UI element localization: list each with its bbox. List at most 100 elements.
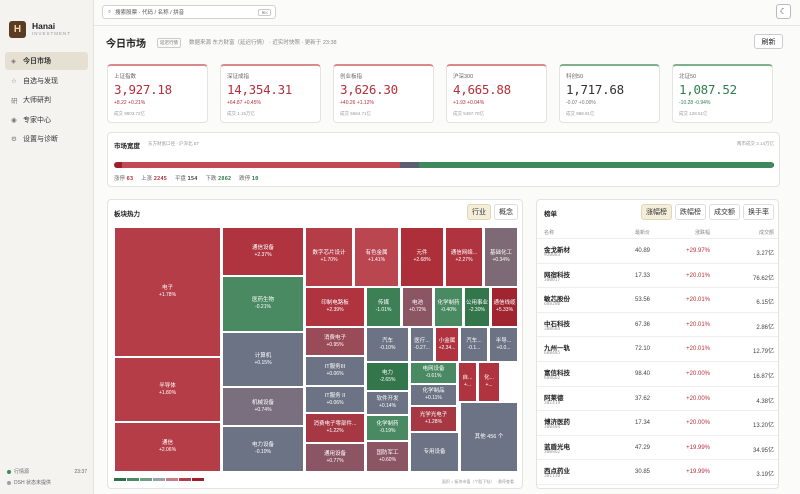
sector-tile[interactable]: 电池 +0.72%	[402, 287, 433, 327]
stock-amount: 3.19亿	[756, 472, 774, 479]
breadth-bar	[114, 162, 774, 168]
sector-tile[interactable]: 汽车 -0.10%	[366, 327, 409, 362]
table-row[interactable]: 金戈新材 920083 40.89 +29.97% 3.27亿	[537, 240, 778, 264]
sidebar-item-4[interactable]: ⚙ 设置与诊断	[5, 130, 88, 148]
sector-tile[interactable]: 半导体 +1.80%	[114, 357, 221, 422]
limit-up-count: 63	[126, 176, 134, 182]
sector-tile[interactable]: 化... +...	[478, 362, 500, 402]
sector-tile[interactable]: 医疗... -0.27...	[410, 327, 434, 362]
sector-name: 汽车	[381, 337, 393, 344]
tab-rank-3[interactable]: 换手率	[743, 204, 774, 220]
sector-tile[interactable]: 通信网络... +2.27%	[445, 227, 483, 287]
sector-tile[interactable]: 自... +...	[458, 362, 477, 402]
table-row[interactable]: 网宿科技 300017 17.33 +20.01% 76.62亿	[537, 265, 778, 289]
index-volume: 成交 5497.70亿	[453, 111, 485, 116]
sector-tile[interactable]: 汽车... -0.1...	[460, 327, 488, 362]
index-card[interactable]: 北证50 1,087.52 -10.28 -0.94% 成交 128.51亿	[672, 64, 773, 123]
down-count: 2862	[218, 176, 232, 182]
sidebar-item-0[interactable]: ◈ 今日市场	[5, 52, 88, 70]
table-row[interactable]: 博济医药 300404 17.34 +20.00% 13.20亿	[537, 412, 778, 436]
sector-tile[interactable]: 光学光电子 +1.28%	[410, 406, 457, 432]
stock-code: 300017	[544, 277, 561, 283]
index-card[interactable]: 深证成指 14,354.31 +64.87 +0.45% 成交 1.15万亿	[220, 64, 321, 123]
stock-change: +20.01%	[686, 297, 710, 304]
sector-tile[interactable]: 半导... +0.0...	[489, 327, 518, 362]
main-content: 今日市场 延迟行情 数据来源 东方财富（延迟行情） · 近实时快照 · 更新于 …	[94, 26, 800, 494]
sector-tile[interactable]: 电子 +1.78%	[114, 227, 221, 357]
tab-sector-1[interactable]: 概念	[494, 204, 518, 220]
sector-tile[interactable]: 元件 +2.68%	[400, 227, 444, 287]
theme-toggle-button[interactable]: ☾	[776, 4, 791, 19]
sector-tile[interactable]: IT服务 II +0.06%	[305, 386, 365, 413]
table-row[interactable]: 九州一轨 688485 72.10 +20.01% 12.79亿	[537, 338, 778, 362]
sector-tile[interactable]: 医药生物 -0.21%	[222, 276, 304, 332]
sector-tile[interactable]: 印制电路板 +2.39%	[305, 287, 365, 327]
sector-tile[interactable]: 专用设备	[410, 432, 459, 472]
table-row[interactable]: 蓝盾光电 300862 47.29 +19.99% 34.95亿	[537, 437, 778, 461]
sector-tile[interactable]: 国防军工 +0.60%	[366, 441, 409, 472]
sector-name: 电子	[161, 285, 173, 292]
sector-tile[interactable]: 传媒 -1.01%	[366, 287, 401, 327]
stock-change: +20.01%	[686, 272, 710, 279]
index-name: 沪深300	[453, 74, 474, 80]
sector-tile[interactable]: 化学制药 -0.40%	[434, 287, 463, 327]
tab-rank-1[interactable]: 跌幅榜	[675, 204, 706, 220]
tab-rank-2[interactable]: 成交额	[709, 204, 740, 220]
status-feed-label: 行情源	[14, 469, 30, 475]
sector-tile[interactable]: 计算机 +0.15%	[222, 332, 304, 387]
sector-tile[interactable]: 电网设备 -0.61%	[410, 362, 457, 384]
sector-tile[interactable]: 数字芯片设计 +1.70%	[305, 227, 353, 287]
sidebar-item-2[interactable]: 研大师研判	[5, 91, 88, 109]
sector-name: 化...	[483, 375, 495, 382]
sector-tile[interactable]: IT服务III +0.06%	[305, 356, 365, 386]
sector-tile[interactable]: 软件开发 +0.14%	[366, 391, 409, 415]
sector-tile[interactable]: 消费电子 +0.95%	[305, 327, 365, 356]
index-card[interactable]: 科创50 1,717.68 -0.07 +0.00% 成交 988.91亿	[559, 64, 660, 123]
stock-amount: 6.15亿	[756, 300, 774, 307]
index-card[interactable]: 创业板指 3,626.30 +40.26 +1.12% 成交 5564.71亿	[333, 64, 434, 123]
sidebar-item-label: 今日市场	[23, 58, 51, 65]
table-row[interactable]: 敏芯股份 688286 53.56 +20.01% 6.15亿	[537, 289, 778, 313]
sector-tile[interactable]: 机械设备 +0.74%	[222, 387, 304, 426]
tab-sector-0[interactable]: 行业	[467, 204, 491, 220]
sector-tile[interactable]: 公用事业 -2.30%	[464, 287, 490, 327]
sector-tile[interactable]: 通信 +2.06%	[114, 422, 221, 472]
tab-rank-0[interactable]: 涨幅榜	[641, 204, 672, 220]
sector-tile[interactable]: 电力 -2.65%	[366, 362, 409, 391]
sector-name: 计算机	[254, 352, 272, 359]
sector-tile[interactable]: 有色金属 +1.41%	[354, 227, 399, 287]
sector-change: +5.33%	[495, 307, 514, 314]
brand[interactable]: H Hanai INVESTMENT	[9, 21, 71, 38]
sector-name: 传媒	[377, 300, 389, 307]
limit-up-stat: 涨停 63	[114, 174, 133, 182]
refresh-button[interactable]: 刷新	[754, 34, 783, 49]
sidebar-item-3[interactable]: ◉ 专家中心	[5, 111, 88, 129]
sector-tile[interactable]: 通信线缆 +5.33%	[491, 287, 518, 327]
table-row[interactable]: 富信科技 688662 98.40 +20.00% 16.87亿	[537, 363, 778, 387]
sector-change: +1.22%	[326, 428, 344, 435]
sector-name: 医疗...	[414, 337, 430, 344]
stock-change: +20.00%	[686, 395, 710, 402]
table-row[interactable]: 中石科技 300684 67.36 +20.01% 2.86亿	[537, 314, 778, 338]
sector-name: 软件开发	[376, 396, 399, 403]
sector-tile[interactable]: 化学制药 -0.19%	[366, 415, 409, 441]
index-card[interactable]: 上证指数 3,927.18 +8.22 +0.21% 成交 9903.72亿	[107, 64, 208, 123]
sector-change: +0.14%	[378, 403, 397, 410]
sidebar-item-1[interactable]: ☆ 自选与发现	[5, 72, 88, 90]
sector-change: +0.11%	[425, 395, 442, 402]
sector-tile[interactable]: 电力设备 -0.10%	[222, 426, 304, 472]
sector-tile[interactable]: 小金属 +2.34...	[435, 327, 459, 362]
table-row[interactable]: 西点药业 301130 30.85 +19.99% 3.19亿	[537, 461, 778, 485]
sector-tile[interactable]: 其他 456 个	[460, 402, 518, 472]
sector-tile[interactable]: 通用设备 +0.77%	[305, 443, 365, 472]
sector-tile[interactable]: 化学制品 +0.11%	[410, 384, 457, 406]
index-card[interactable]: 沪深300 4,665.88 +1.93 +0.04% 成交 5497.70亿	[446, 64, 547, 123]
sector-change: -0.19%	[379, 428, 396, 435]
sector-name: 电力	[381, 369, 393, 376]
table-row[interactable]: 阿莱德 301419 37.62 +20.00% 4.38亿	[537, 388, 778, 412]
sector-tile[interactable]: 消费电子零部件... +1.22%	[305, 413, 365, 443]
stock-code: 688662	[544, 376, 561, 381]
sector-tile[interactable]: 通信设备 +2.37%	[222, 227, 304, 276]
search-input[interactable]: ⌕ 搜索股票 · 代码 / 名称 / 拼音 ⌘K	[102, 5, 276, 19]
sector-tile[interactable]: 基础化工 +0.34%	[484, 227, 518, 287]
